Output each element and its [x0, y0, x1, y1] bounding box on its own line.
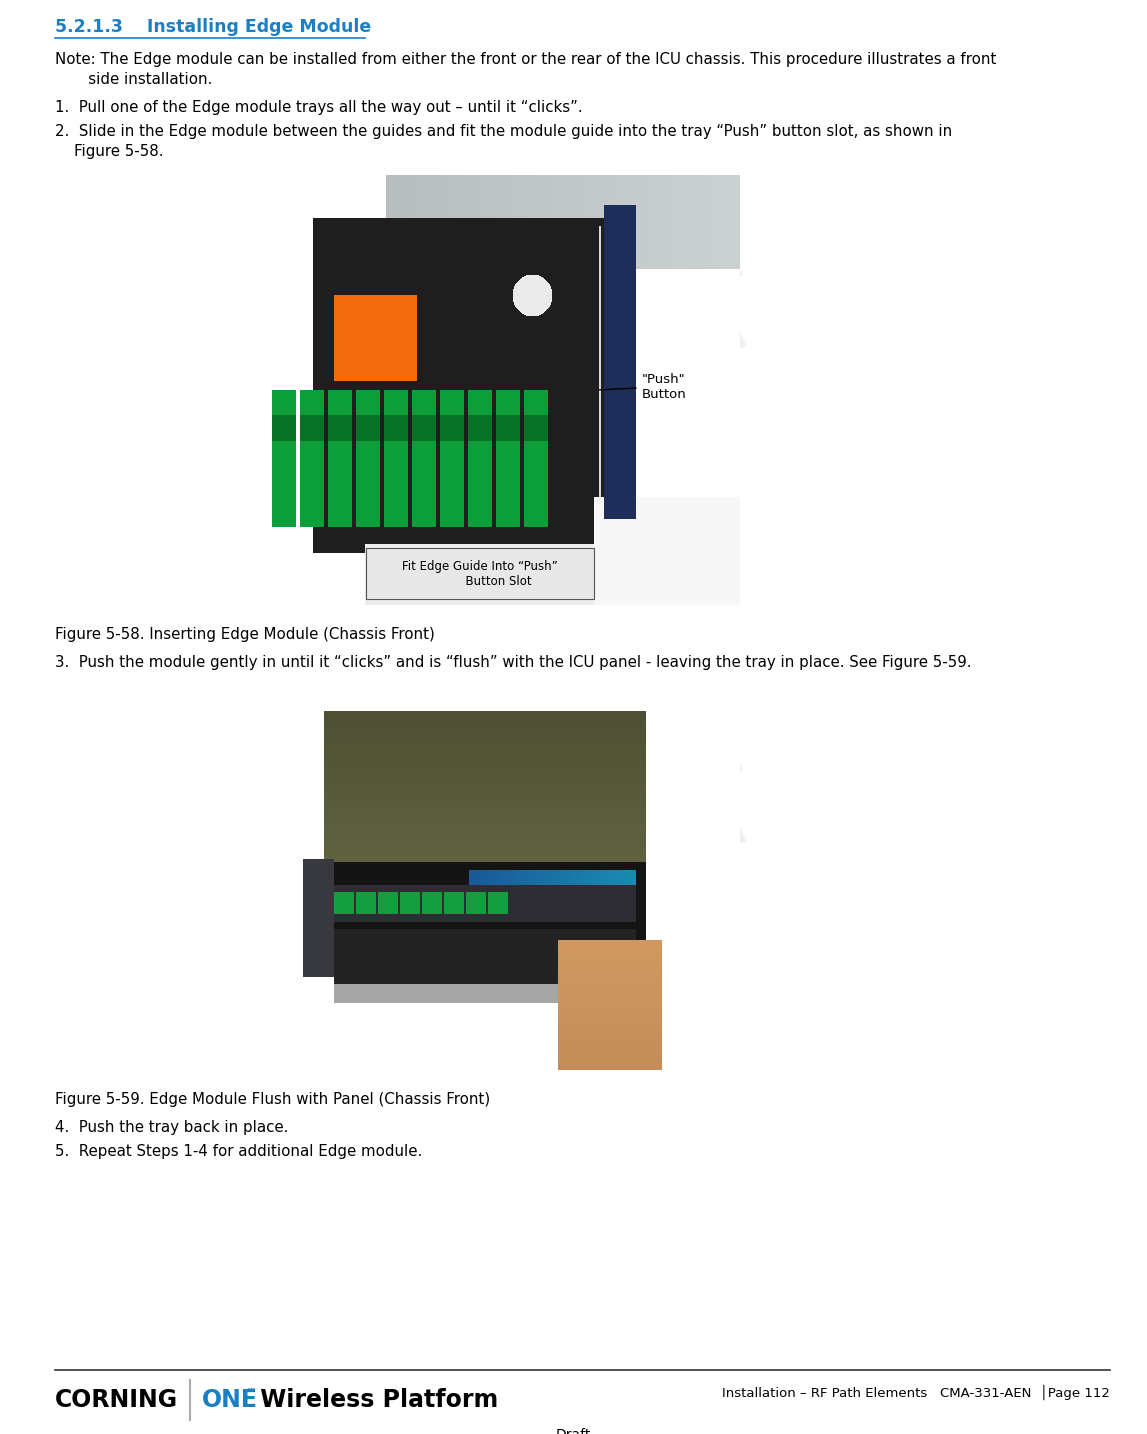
Text: "Push"
Button: "Push" Button [600, 373, 686, 400]
Text: Wireless Platform: Wireless Platform [252, 1388, 498, 1412]
Text: Fit Edge Guide Into “Push”
          Button Slot: Fit Edge Guide Into “Push” Button Slot [403, 559, 557, 588]
Text: Installation – RF Path Elements   CMA-331-AEN  │Page 112: Installation – RF Path Elements CMA-331-… [723, 1384, 1110, 1400]
Text: CORNING: CORNING [55, 1388, 178, 1412]
Text: Figure 5-58.: Figure 5-58. [55, 143, 164, 159]
Text: Note: The Edge module can be installed from either the front or the rear of the : Note: The Edge module can be installed f… [55, 52, 997, 67]
Text: 1.  Pull one of the Edge module trays all the way out – until it “clicks”.: 1. Pull one of the Edge module trays all… [55, 100, 583, 115]
Text: 3.  Push the module gently in until it “clicks” and is “flush” with the ICU pane: 3. Push the module gently in until it “c… [55, 655, 972, 670]
Text: ™: ™ [245, 1388, 256, 1398]
Text: Figure 5-59. Edge Module Flush with Panel (Chassis Front): Figure 5-59. Edge Module Flush with Pane… [55, 1093, 490, 1107]
Text: ONE: ONE [202, 1388, 258, 1412]
Text: DRAFT: DRAFT [359, 749, 781, 1021]
Text: 4.  Push the tray back in place.: 4. Push the tray back in place. [55, 1120, 288, 1134]
Text: 5.2.1.3    Installing Edge Module: 5.2.1.3 Installing Edge Module [55, 19, 372, 36]
Text: Figure 5-58. Inserting Edge Module (Chassis Front): Figure 5-58. Inserting Edge Module (Chas… [55, 627, 435, 642]
Bar [366, 548, 594, 599]
Text: DRAFT: DRAFT [359, 254, 781, 526]
Text: 5.  Repeat Steps 1-4 for additional Edge module.: 5. Repeat Steps 1-4 for additional Edge … [55, 1144, 422, 1159]
Text: Draft: Draft [556, 1428, 591, 1434]
Text: 2.  Slide in the Edge module between the guides and fit the module guide into th: 2. Slide in the Edge module between the … [55, 123, 952, 139]
Text: side installation.: side installation. [55, 72, 212, 87]
